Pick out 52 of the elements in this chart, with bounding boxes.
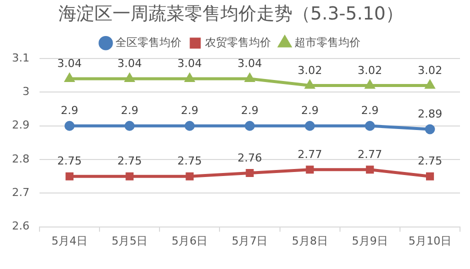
data-label: 2.9 [120, 104, 138, 118]
y-tick-label: 2.7 [12, 186, 30, 200]
data-label: 2.9 [301, 104, 319, 118]
x-tick-label: 5月6日 [172, 234, 208, 248]
data-label: 2.9 [361, 104, 379, 118]
x-tick-label: 5月5日 [112, 234, 148, 248]
data-label: 2.75 [418, 154, 442, 168]
data-label: 3.04 [237, 57, 262, 70]
data-label: 3.04 [117, 57, 142, 70]
point [306, 166, 314, 174]
x-tick-label: 5月7日 [232, 234, 268, 248]
point [366, 166, 374, 174]
y-tick-label: 2.9 [12, 118, 30, 132]
data-label: 2.76 [237, 151, 262, 164]
data-label: 2.9 [60, 104, 78, 118]
data-label: 3.04 [57, 57, 82, 70]
legend-label: 超市零售均价 [294, 36, 360, 49]
point [64, 120, 75, 131]
data-label: 3.02 [418, 64, 442, 77]
point [126, 172, 134, 180]
y-tick-label: 2.6 [12, 220, 30, 233]
data-label: 2.9 [240, 104, 258, 118]
x-tick-label: 5月9日 [352, 234, 388, 248]
data-label: 2.9 [180, 104, 198, 118]
data-label: 3.02 [358, 64, 382, 77]
point [184, 120, 195, 131]
point [424, 124, 435, 134]
data-label: 2.77 [298, 148, 322, 161]
x-tick-label: 5月10日 [408, 234, 452, 248]
x-tick-label: 5月4日 [52, 234, 88, 248]
data-label: 2.75 [57, 154, 82, 168]
point [304, 120, 315, 131]
y-tick-label: 3.1 [12, 51, 30, 64]
legend-label: 全区零售均价 [115, 36, 182, 49]
data-label: 2.75 [177, 154, 202, 168]
y-tick-label: 2.8 [12, 152, 30, 166]
point [364, 120, 375, 131]
data-label: 2.75 [117, 154, 142, 168]
legend-label: 农贸零售均价 [204, 36, 271, 49]
x-tick-label: 5月8日 [292, 234, 328, 248]
point [124, 120, 135, 131]
point [246, 169, 254, 177]
point [426, 172, 434, 180]
data-label: 3.02 [298, 64, 322, 77]
y-tick-label: 3 [22, 85, 30, 98]
data-label: 3.04 [177, 57, 202, 70]
chart-title: 海淀区一周蔬菜零售均价走势（5.3-5.10） [58, 3, 404, 24]
point [186, 172, 194, 180]
point [244, 120, 255, 131]
data-label: 2.77 [358, 148, 382, 161]
point [66, 172, 74, 180]
data-label: 2.89 [418, 108, 442, 121]
